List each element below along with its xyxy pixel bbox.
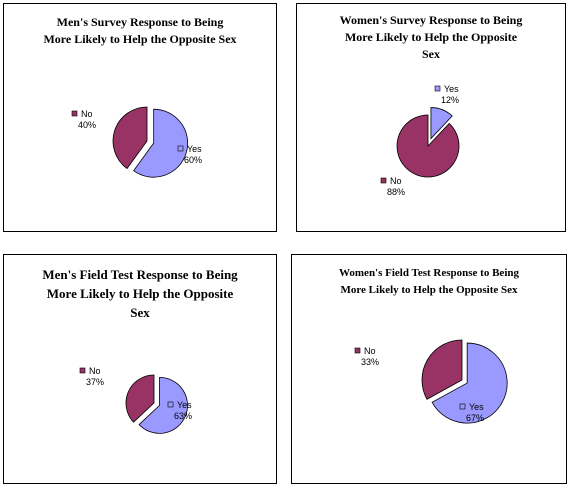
slice-category-label: Yes	[444, 84, 459, 94]
slice-percent-label: 37%	[86, 377, 104, 387]
chart-title-line: Men's Survey Response to Being	[56, 15, 224, 29]
slice-percent-label: 40%	[78, 120, 96, 130]
slice-category-label: Yes	[469, 402, 484, 412]
pie-slice-no	[396, 114, 460, 178]
chart-panel-men-survey: Men's Survey Response to Being More Like…	[3, 3, 277, 232]
pie-slice-no	[421, 339, 463, 400]
legend-swatch-no	[380, 177, 387, 184]
legend-swatch-no	[71, 110, 78, 117]
chart-panel-women-survey: Women's Survey Response to Being More Li…	[296, 3, 566, 232]
legend-swatch-yes	[167, 401, 174, 408]
slice-percent-label: 60%	[184, 155, 202, 165]
chart-panel-women-field: Women's Field Test Response to Being Mor…	[291, 254, 567, 484]
chart-title-line: Sex	[422, 47, 440, 61]
chart-title: Women's Field Test Response to Being Mor…	[292, 265, 566, 299]
chart-panel-men-field: Men's Field Test Response to Being More …	[3, 254, 277, 484]
slice-category-label: No	[89, 366, 101, 376]
chart-title: Men's Field Test Response to Being More …	[4, 265, 276, 322]
slice-category-label: No	[390, 176, 402, 186]
slice-percent-label: 33%	[361, 357, 379, 367]
slice-category-label: Yes	[187, 144, 202, 154]
pie-slice-yes	[138, 376, 188, 434]
chart-title-line: More Likely to Help the Opposite Sex	[340, 284, 518, 296]
chart-title-line: More Likely to Help the Opposite	[46, 286, 234, 301]
pie-slice-no	[112, 106, 148, 170]
pie-slice-yes	[430, 107, 453, 140]
pie-slice-yes	[133, 108, 189, 178]
slice-percent-label: 67%	[466, 413, 484, 423]
slice-category-label: No	[81, 109, 93, 119]
legend-swatch-yes	[177, 145, 184, 152]
legend-swatch-no	[354, 347, 361, 354]
chart-title-line: Women's Survey Response to Being	[339, 13, 523, 27]
legend-swatch-no	[79, 367, 86, 374]
chart-title-line: Women's Field Test Response to Being	[339, 267, 519, 279]
slice-category-label: No	[364, 346, 376, 356]
chart-title-line: More Likely to Help the Opposite	[344, 30, 518, 44]
chart-title: Women's Survey Response to Being More Li…	[297, 12, 565, 63]
slice-percent-label: 88%	[387, 187, 405, 197]
chart-title-line: More Likely to Help the Opposite Sex	[43, 32, 237, 46]
slice-category-label: Yes	[177, 400, 192, 410]
legend-swatch-yes	[459, 403, 466, 410]
chart-title: Men's Survey Response to Being More Like…	[4, 14, 276, 48]
chart-title-line: Men's Field Test Response to Being	[42, 267, 238, 282]
chart-title-line: Sex	[130, 305, 150, 320]
slice-percent-label: 12%	[441, 95, 459, 105]
pie-slice-yes	[431, 342, 508, 424]
slice-percent-label: 63%	[174, 411, 192, 421]
legend-swatch-yes	[434, 85, 441, 92]
pie-slice-no	[125, 374, 155, 423]
